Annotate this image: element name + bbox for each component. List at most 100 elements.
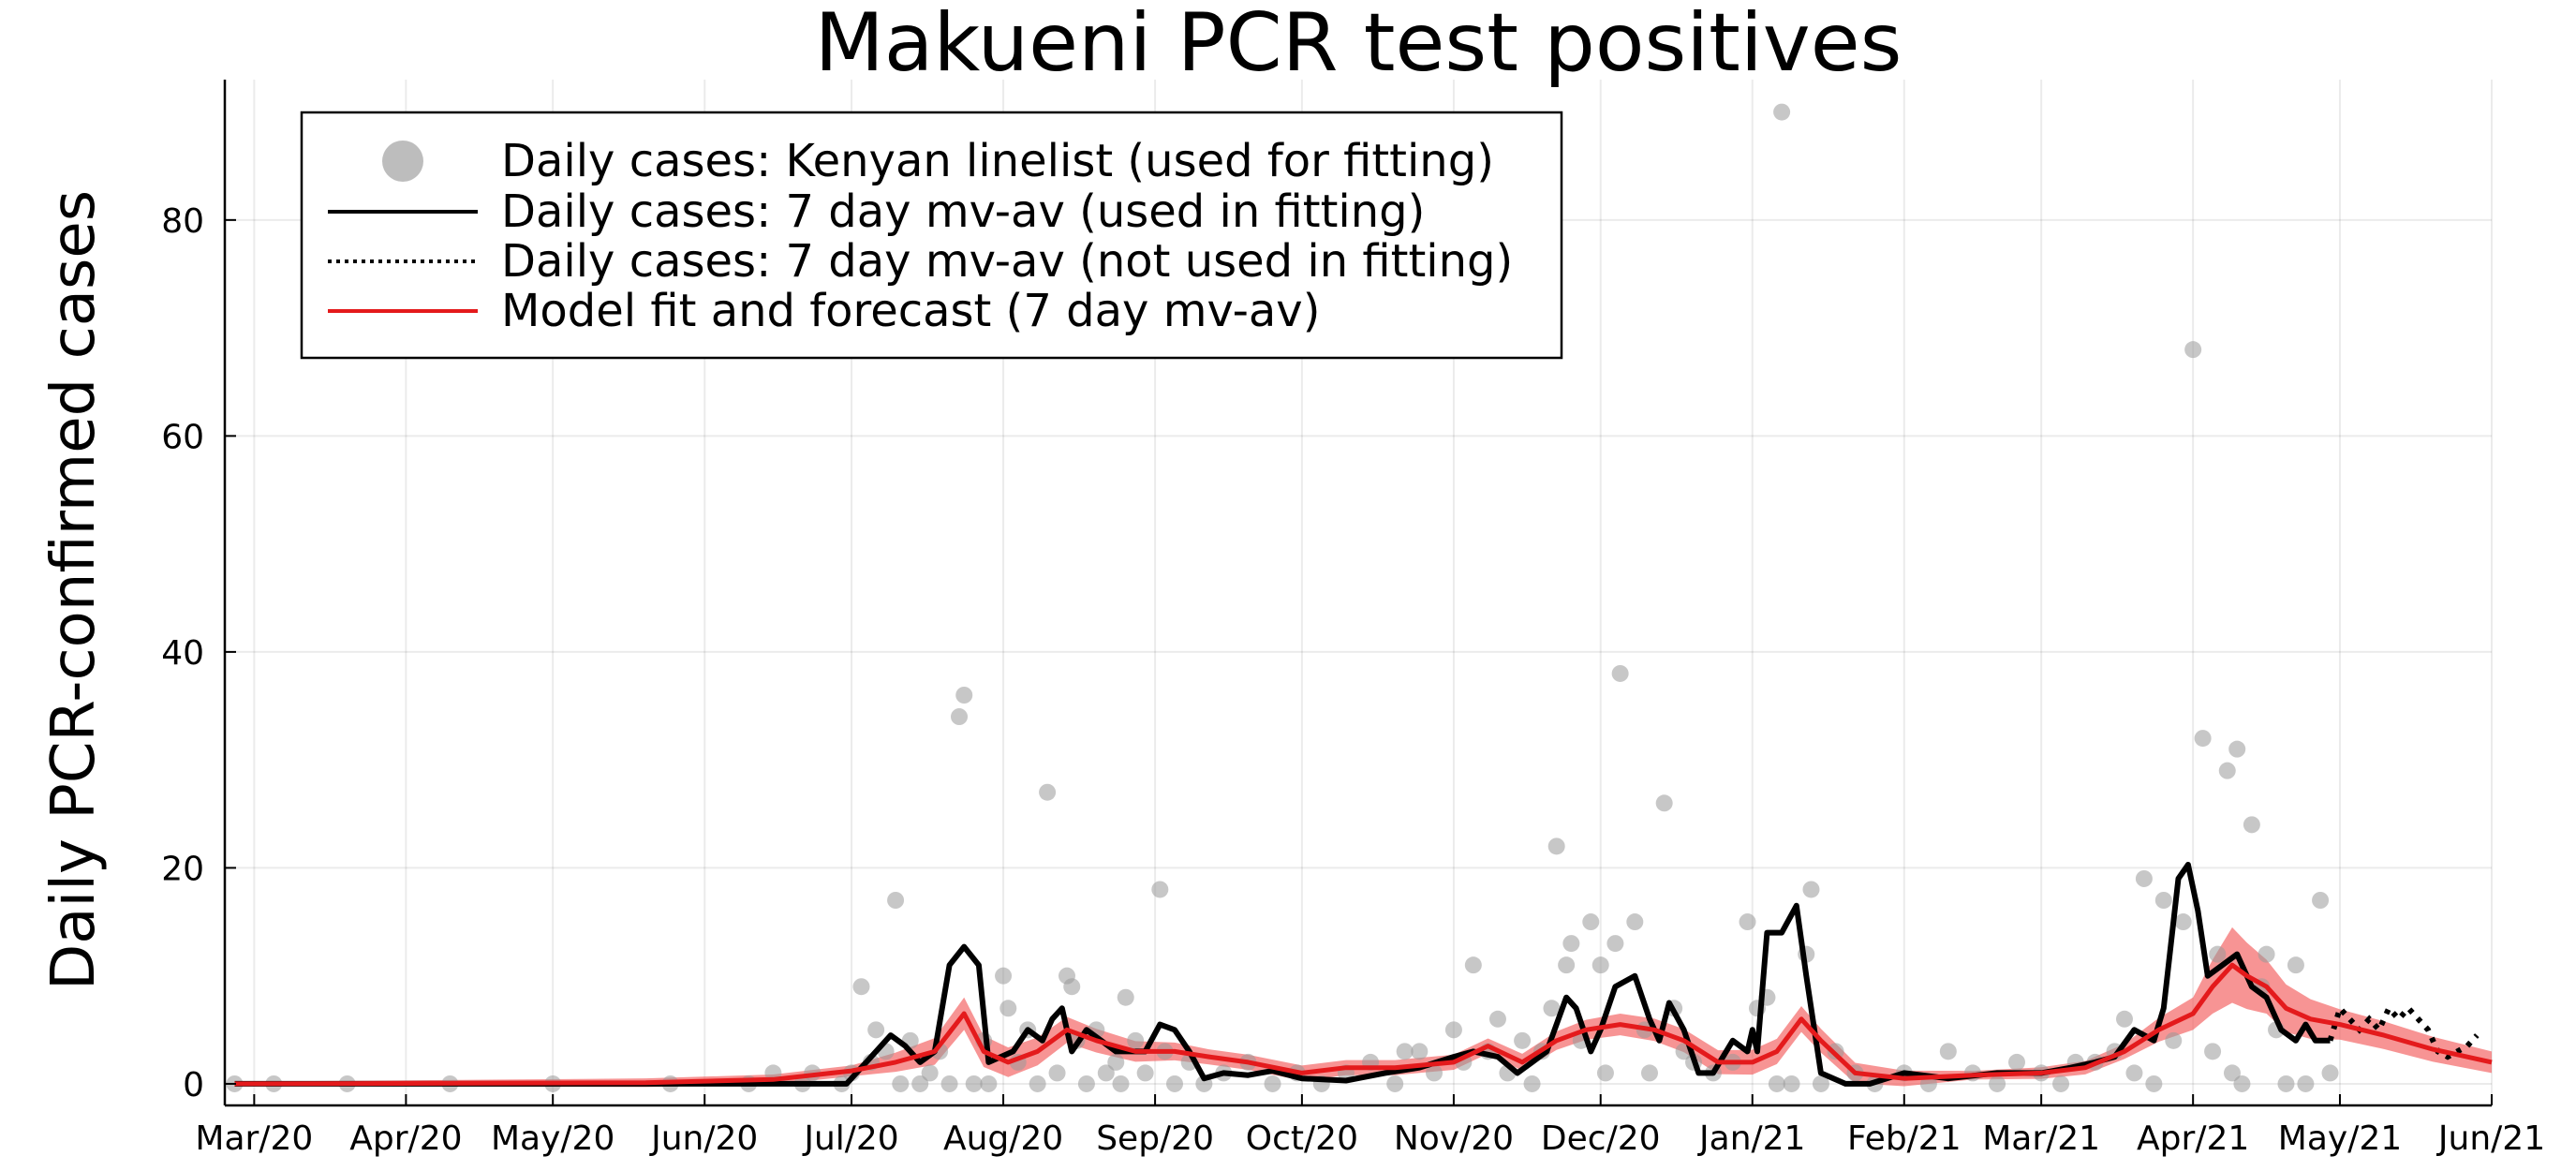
scatter-point: [1464, 956, 1482, 974]
observed-mv-av-not-fitted-line: [2327, 1002, 2480, 1060]
scatter-point: [2154, 892, 2172, 909]
scatter-point: [1768, 1075, 1785, 1092]
scatter-point: [1488, 1010, 1506, 1028]
scatter-point: [1802, 881, 1820, 898]
x-tick-label: Mar/21: [1982, 1119, 2100, 1158]
scatter-point: [1989, 1075, 2006, 1092]
scatter-point: [1582, 913, 1600, 931]
y-tick-label: 0: [183, 1066, 204, 1104]
scatter-point: [1558, 956, 1576, 974]
scatter-point: [2125, 1064, 2143, 1082]
x-tick-label: Mar/20: [195, 1119, 313, 1158]
x-tick-label: Aug/20: [943, 1119, 1063, 1158]
x-tick-label: Nov/20: [1394, 1119, 1514, 1158]
scatter-point: [1264, 1075, 1281, 1092]
scatter-point: [1739, 913, 1756, 931]
scatter-point: [1606, 935, 1624, 953]
scatter-point: [921, 1064, 939, 1082]
scatter-point: [2052, 1075, 2070, 1092]
lines-layer: [234, 862, 2493, 1087]
scatter-point: [1626, 913, 1644, 931]
scatter-point: [2184, 341, 2202, 359]
scatter-point: [951, 708, 969, 726]
scatter-point: [2145, 1075, 2163, 1092]
scatter-point: [980, 1075, 998, 1092]
scatter-point: [2218, 762, 2236, 779]
scatter-point: [1165, 1075, 1183, 1092]
scatter-point: [892, 1075, 910, 1092]
scatter-point: [1039, 783, 1057, 801]
scatter-point: [2312, 892, 2330, 909]
scatter-point: [2194, 730, 2212, 748]
scatter-point: [1426, 1064, 1443, 1082]
scatter-point: [1655, 794, 1673, 812]
scatter-point: [911, 1075, 929, 1092]
y-axis-label: Daily PCR-confirmed cases: [39, 190, 109, 990]
scatter-point: [1596, 1064, 1614, 1082]
scatter-point: [2223, 1064, 2241, 1082]
scatter-point: [1547, 837, 1565, 855]
scatter-point: [887, 892, 905, 909]
scatter-point: [1063, 978, 1081, 996]
scatter-point: [1640, 1064, 1658, 1082]
legend-label-scatter: Daily cases: Kenyan linelist (used for f…: [501, 135, 1494, 187]
scatter-point: [2297, 1075, 2315, 1092]
scatter-point: [995, 967, 1013, 985]
scatter-point: [2174, 913, 2192, 931]
x-tick-label: Feb/21: [1847, 1119, 1962, 1158]
scatter-point: [2204, 1043, 2222, 1060]
scatter-point: [1112, 1075, 1130, 1092]
scatter-point: [1386, 1075, 1404, 1092]
legend-box: [300, 111, 1563, 360]
scatter-point: [1562, 935, 1580, 953]
x-tick-label: Jul/20: [802, 1119, 898, 1158]
scatter-point: [1444, 1021, 1462, 1039]
scatter-point: [1523, 1075, 1541, 1092]
scatter-point: [852, 978, 870, 996]
scatter-point: [1029, 1075, 1046, 1092]
legend-marker-scatter: [382, 141, 423, 182]
legend: Daily cases: Kenyan linelist (used for f…: [300, 111, 1563, 360]
y-tick-label: 60: [161, 418, 204, 456]
scatter-point: [2228, 740, 2246, 758]
model-fit-line: [234, 962, 2493, 1087]
scatter-point: [1939, 1043, 1957, 1060]
scatter-point: [2209, 945, 2227, 963]
x-tick-label: May/21: [2278, 1119, 2402, 1158]
scatter-point: [1077, 1075, 1095, 1092]
x-tick-label: Oct/20: [1246, 1119, 1358, 1158]
scatter-point: [1151, 881, 1169, 898]
x-tick-label: Sep/20: [1096, 1119, 1214, 1158]
scatter-point: [2008, 1053, 2026, 1071]
scatter-point: [1773, 103, 1791, 121]
scatter-point: [867, 1021, 885, 1039]
scatter-point: [1048, 1064, 1066, 1082]
scatter-point: [1514, 1031, 1532, 1049]
scatter-point: [1097, 1064, 1115, 1082]
y-ticks: 0 20 40 60 80: [161, 202, 236, 1104]
x-tick-label: May/20: [491, 1119, 614, 1158]
legend-label-model: Model fit and forecast (7 day mv-av): [501, 285, 1320, 337]
x-tick-label: Dec/20: [1541, 1119, 1661, 1158]
observed-mv-av-line: [234, 862, 2331, 1087]
scatter-point: [1127, 1031, 1145, 1049]
y-tick-label: 40: [161, 634, 204, 673]
y-tick-label: 20: [161, 850, 204, 888]
chart-title: Makueni PCR test positives: [815, 0, 1902, 90]
scatter-point: [2287, 956, 2304, 974]
legend-label-used: Daily cases: 7 day mv-av (used in fittin…: [501, 185, 1425, 238]
scatter-point: [1117, 988, 1134, 1006]
scatter-point: [2258, 945, 2275, 963]
x-tick-label: Jan/21: [1697, 1119, 1805, 1158]
scatter-point: [940, 1075, 958, 1092]
scatter-point: [2243, 816, 2260, 834]
scatter-point: [2165, 1031, 2183, 1049]
scatter-point: [1812, 1075, 1829, 1092]
scatter-point: [2115, 1010, 2133, 1028]
x-tick-label: Apr/20: [349, 1119, 462, 1158]
x-ticks: Mar/20 Apr/20 May/20 Jun/20 Jul/20 Aug/20 Sep/…: [195, 1094, 2545, 1158]
scatter-point: [999, 1000, 1017, 1017]
scatter-point: [2233, 1075, 2251, 1092]
scatter-point: [2277, 1075, 2295, 1092]
